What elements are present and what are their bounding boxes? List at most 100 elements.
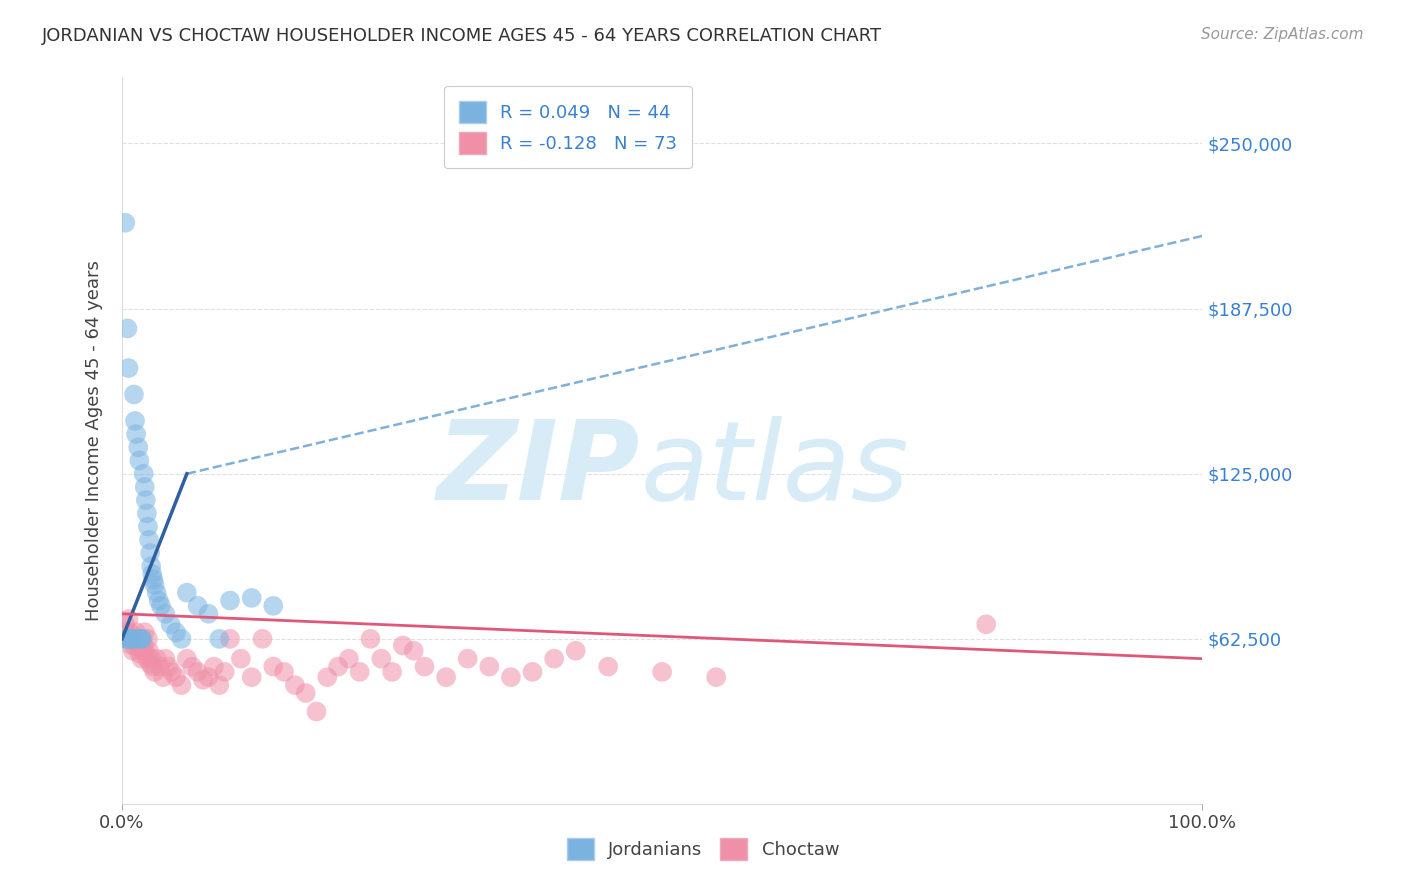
Point bbox=[159, 617, 181, 632]
Point bbox=[316, 670, 339, 684]
Point bbox=[117, 632, 139, 646]
Point bbox=[131, 632, 153, 646]
Point bbox=[160, 665, 183, 679]
Y-axis label: Householder Income Ages 45 - 64 years: Householder Income Ages 45 - 64 years bbox=[86, 260, 103, 621]
Text: Source: ZipAtlas.com: Source: ZipAtlas.com bbox=[1201, 27, 1364, 42]
Point bbox=[132, 467, 155, 481]
Point bbox=[165, 670, 187, 684]
Point bbox=[135, 493, 157, 508]
Point bbox=[294, 686, 316, 700]
Point bbox=[149, 659, 172, 673]
Point bbox=[191, 673, 214, 687]
Point bbox=[134, 625, 156, 640]
Point bbox=[131, 644, 153, 658]
Point bbox=[139, 657, 162, 671]
Point bbox=[121, 632, 143, 646]
Point bbox=[139, 546, 162, 560]
Point bbox=[598, 659, 620, 673]
Point bbox=[121, 632, 143, 646]
Point bbox=[125, 427, 148, 442]
Point bbox=[141, 567, 163, 582]
Point bbox=[974, 617, 997, 632]
Point bbox=[118, 632, 141, 646]
Point bbox=[127, 440, 149, 454]
Point bbox=[202, 659, 225, 673]
Point bbox=[197, 607, 219, 621]
Point bbox=[134, 480, 156, 494]
Point bbox=[131, 651, 153, 665]
Point bbox=[115, 632, 138, 646]
Point bbox=[337, 651, 360, 665]
Point bbox=[143, 577, 166, 591]
Point bbox=[219, 593, 242, 607]
Point bbox=[127, 632, 149, 646]
Point bbox=[326, 659, 349, 673]
Point bbox=[121, 639, 143, 653]
Point bbox=[115, 625, 138, 640]
Point bbox=[155, 607, 177, 621]
Point bbox=[129, 632, 152, 646]
Point bbox=[117, 612, 139, 626]
Point bbox=[181, 659, 204, 673]
Point bbox=[413, 659, 436, 673]
Point bbox=[122, 632, 145, 646]
Point bbox=[187, 599, 209, 613]
Point bbox=[117, 321, 139, 335]
Point bbox=[370, 651, 392, 665]
Point bbox=[381, 665, 404, 679]
Point bbox=[208, 678, 231, 692]
Point bbox=[522, 665, 544, 679]
Point bbox=[148, 593, 170, 607]
Point bbox=[478, 659, 501, 673]
Point bbox=[138, 644, 160, 658]
Point bbox=[149, 599, 172, 613]
Point bbox=[219, 632, 242, 646]
Point bbox=[155, 651, 177, 665]
Point bbox=[136, 519, 159, 533]
Point bbox=[434, 670, 457, 684]
Point bbox=[142, 573, 165, 587]
Point bbox=[457, 651, 479, 665]
Point bbox=[141, 651, 163, 665]
Point bbox=[128, 453, 150, 467]
Point bbox=[187, 665, 209, 679]
Point bbox=[170, 678, 193, 692]
Point bbox=[284, 678, 307, 692]
Point bbox=[145, 651, 167, 665]
Text: JORDANIAN VS CHOCTAW HOUSEHOLDER INCOME AGES 45 - 64 YEARS CORRELATION CHART: JORDANIAN VS CHOCTAW HOUSEHOLDER INCOME … bbox=[42, 27, 883, 45]
Point bbox=[135, 651, 157, 665]
Point bbox=[127, 632, 149, 646]
Legend: R = 0.049   N = 44, R = -0.128   N = 73: R = 0.049 N = 44, R = -0.128 N = 73 bbox=[444, 87, 692, 169]
Point bbox=[143, 665, 166, 679]
Point bbox=[117, 361, 139, 376]
Point bbox=[121, 644, 143, 658]
Point bbox=[122, 387, 145, 401]
Point bbox=[129, 632, 152, 646]
Point bbox=[349, 665, 371, 679]
Point bbox=[252, 632, 274, 646]
Point bbox=[176, 585, 198, 599]
Point bbox=[197, 670, 219, 684]
Point bbox=[704, 670, 727, 684]
Point bbox=[543, 651, 565, 665]
Point bbox=[273, 665, 295, 679]
Point bbox=[124, 414, 146, 428]
Point bbox=[118, 625, 141, 640]
Point bbox=[135, 647, 157, 661]
Point bbox=[125, 625, 148, 640]
Text: atlas: atlas bbox=[641, 417, 910, 524]
Point bbox=[138, 533, 160, 547]
Point bbox=[240, 670, 263, 684]
Point bbox=[229, 651, 252, 665]
Point bbox=[157, 659, 180, 673]
Point bbox=[651, 665, 673, 679]
Point bbox=[176, 651, 198, 665]
Point bbox=[117, 632, 139, 646]
Point bbox=[392, 639, 415, 653]
Point bbox=[165, 625, 187, 640]
Point bbox=[564, 644, 586, 658]
Point bbox=[208, 632, 231, 646]
Text: ZIP: ZIP bbox=[437, 417, 641, 524]
Point bbox=[132, 639, 155, 653]
Point bbox=[240, 591, 263, 605]
